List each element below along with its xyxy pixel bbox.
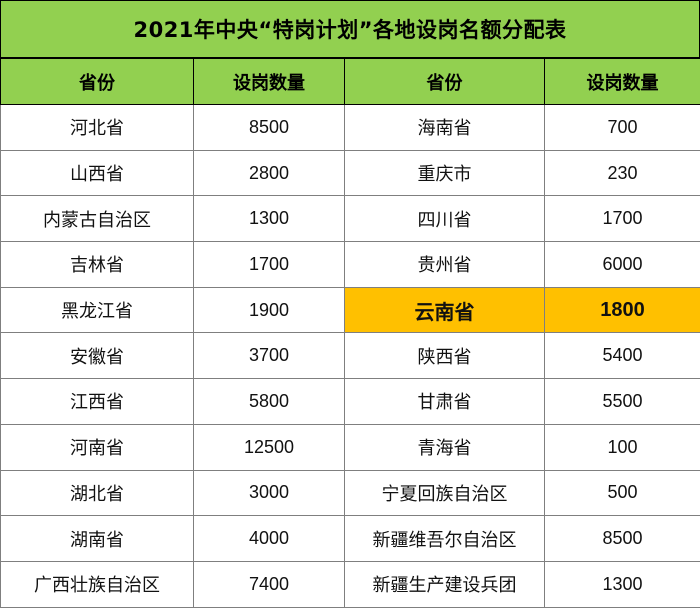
count-cell: 5400 (545, 333, 700, 379)
province-cell: 贵州省 (345, 242, 545, 288)
count-cell: 1300 (194, 196, 345, 242)
count-cell: 1300 (545, 561, 700, 607)
count-cell: 1700 (545, 196, 700, 242)
header-province-right: 省份 (345, 59, 545, 105)
count-cell: 5500 (545, 379, 700, 425)
province-cell: 湖北省 (1, 470, 194, 516)
table-row: 江西省 5800 甘肃省 5500 (1, 379, 700, 425)
count-cell: 230 (545, 150, 700, 196)
count-cell: 700 (545, 105, 700, 151)
province-cell: 黑龙江省 (1, 287, 194, 333)
header-province-left: 省份 (1, 59, 194, 105)
count-cell: 500 (545, 470, 700, 516)
province-cell: 新疆生产建设兵团 (345, 561, 545, 607)
table-row: 湖南省 4000 新疆维吾尔自治区 8500 (1, 516, 700, 562)
count-cell: 1900 (194, 287, 345, 333)
count-cell: 8500 (545, 516, 700, 562)
count-cell: 12500 (194, 424, 345, 470)
province-cell: 内蒙古自治区 (1, 196, 194, 242)
count-cell: 100 (545, 424, 700, 470)
count-cell: 4000 (194, 516, 345, 562)
province-cell: 青海省 (345, 424, 545, 470)
province-cell: 河南省 (1, 424, 194, 470)
count-cell: 3000 (194, 470, 345, 516)
table-row: 内蒙古自治区 1300 四川省 1700 (1, 196, 700, 242)
count-cell: 6000 (545, 242, 700, 288)
count-cell: 5800 (194, 379, 345, 425)
province-cell: 吉林省 (1, 242, 194, 288)
province-cell: 安徽省 (1, 333, 194, 379)
highlighted-province-cell: 云南省 (345, 287, 545, 333)
quota-table: 省份 设岗数量 省份 设岗数量 河北省 8500 海南省 700 山西省 280… (0, 58, 700, 608)
table-row: 黑龙江省 1900 云南省 1800 (1, 287, 700, 333)
province-cell: 广西壮族自治区 (1, 561, 194, 607)
province-cell: 湖南省 (1, 516, 194, 562)
table-row: 吉林省 1700 贵州省 6000 (1, 242, 700, 288)
header-count-right: 设岗数量 (545, 59, 700, 105)
table-row: 安徽省 3700 陕西省 5400 (1, 333, 700, 379)
count-cell: 7400 (194, 561, 345, 607)
header-row: 省份 设岗数量 省份 设岗数量 (1, 59, 700, 105)
highlighted-count-cell: 1800 (545, 287, 700, 333)
count-cell: 8500 (194, 105, 345, 151)
table-row: 湖北省 3000 宁夏回族自治区 500 (1, 470, 700, 516)
province-cell: 山西省 (1, 150, 194, 196)
province-cell: 河北省 (1, 105, 194, 151)
province-cell: 新疆维吾尔自治区 (345, 516, 545, 562)
count-cell: 1700 (194, 242, 345, 288)
province-cell: 陕西省 (345, 333, 545, 379)
province-cell: 四川省 (345, 196, 545, 242)
table-title: 2021年中央“特岗计划”各地设岗名额分配表 (0, 0, 700, 58)
table-row: 河南省 12500 青海省 100 (1, 424, 700, 470)
province-cell: 宁夏回族自治区 (345, 470, 545, 516)
header-count-left: 设岗数量 (194, 59, 345, 105)
table-row: 河北省 8500 海南省 700 (1, 105, 700, 151)
table-row: 广西壮族自治区 7400 新疆生产建设兵团 1300 (1, 561, 700, 607)
table-row: 山西省 2800 重庆市 230 (1, 150, 700, 196)
province-cell: 重庆市 (345, 150, 545, 196)
province-cell: 江西省 (1, 379, 194, 425)
province-cell: 海南省 (345, 105, 545, 151)
count-cell: 3700 (194, 333, 345, 379)
province-cell: 甘肃省 (345, 379, 545, 425)
count-cell: 2800 (194, 150, 345, 196)
